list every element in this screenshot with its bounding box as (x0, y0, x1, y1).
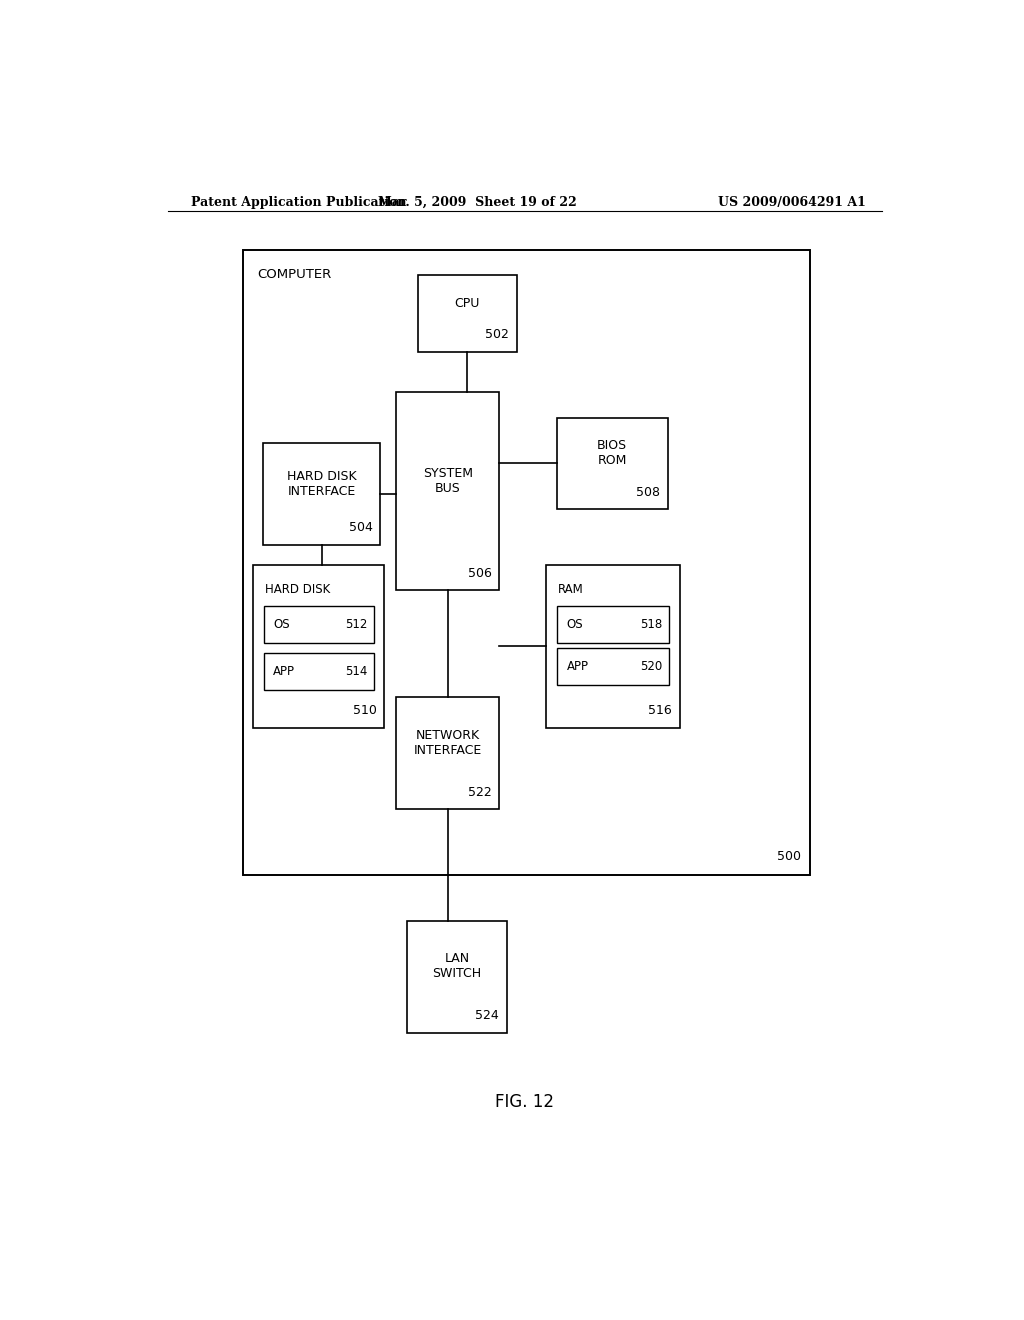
Text: US 2009/0064291 A1: US 2009/0064291 A1 (718, 195, 866, 209)
Text: 524: 524 (475, 1010, 499, 1022)
Text: 502: 502 (485, 329, 509, 342)
Text: 520: 520 (640, 660, 663, 673)
Bar (546, 565, 680, 727)
Text: 514: 514 (345, 665, 368, 678)
Text: FIG. 12: FIG. 12 (496, 1093, 554, 1110)
Bar (264, 606, 374, 643)
Text: NETWORK
INTERFACE: NETWORK INTERFACE (414, 729, 482, 756)
Bar (396, 392, 500, 590)
Text: OS: OS (273, 618, 290, 631)
Text: LAN
SWITCH: LAN SWITCH (432, 953, 481, 981)
Bar (264, 653, 374, 690)
Text: APP: APP (273, 665, 295, 678)
Bar (557, 417, 668, 510)
Bar (557, 648, 669, 685)
Text: RAM: RAM (558, 583, 584, 597)
Text: APP: APP (566, 660, 589, 673)
Bar (263, 444, 380, 545)
Text: 522: 522 (468, 785, 492, 799)
Bar (418, 276, 517, 351)
Text: 518: 518 (640, 618, 663, 631)
Text: BIOS
ROM: BIOS ROM (597, 440, 627, 467)
Text: HARD DISK: HARD DISK (265, 583, 331, 597)
Text: 516: 516 (648, 705, 672, 718)
Text: 506: 506 (468, 568, 492, 581)
Text: 512: 512 (345, 618, 368, 631)
Text: 508: 508 (636, 486, 659, 499)
Bar (557, 606, 669, 643)
Text: 510: 510 (352, 705, 377, 718)
Text: CPU: CPU (455, 297, 480, 310)
Text: COMPUTER: COMPUTER (257, 268, 332, 281)
Text: SYSTEM
BUS: SYSTEM BUS (423, 467, 473, 495)
Text: Patent Application Publication: Patent Application Publication (191, 195, 407, 209)
Bar (396, 697, 500, 809)
Text: 500: 500 (777, 850, 801, 863)
Bar (243, 249, 811, 875)
Bar (408, 921, 507, 1032)
Text: Mar. 5, 2009  Sheet 19 of 22: Mar. 5, 2009 Sheet 19 of 22 (378, 195, 577, 209)
Text: 504: 504 (348, 521, 373, 535)
Text: HARD DISK
INTERFACE: HARD DISK INTERFACE (287, 470, 356, 498)
Bar (253, 565, 384, 727)
Text: OS: OS (566, 618, 583, 631)
